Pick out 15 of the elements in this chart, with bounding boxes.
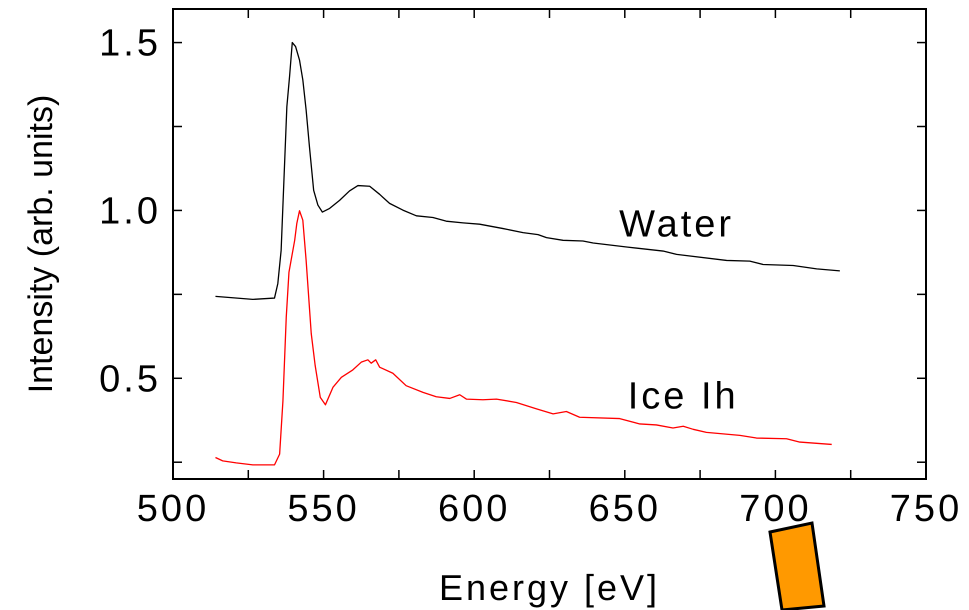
y-axis-title: Intensity (arb. units)	[22, 94, 60, 394]
series-label: Ice Ih	[628, 375, 739, 418]
x-tick-label: 600	[438, 488, 510, 530]
line-series	[214, 42, 841, 300]
y-tick-label: 0.5	[99, 358, 161, 400]
x-axis-title: Energy [eV]	[438, 567, 660, 608]
x-tick-label: 500	[136, 488, 210, 530]
series-label: Water	[619, 203, 734, 246]
x-tick-label: 650	[588, 488, 662, 530]
y-tick-label: 1.5	[99, 22, 161, 65]
line-series	[214, 210, 832, 466]
x-tick-label: 750	[890, 488, 962, 530]
y-tick-label: 1.0	[99, 190, 161, 232]
x-tick-label: 550	[287, 488, 360, 530]
x-tick-label: 700	[739, 488, 812, 530]
